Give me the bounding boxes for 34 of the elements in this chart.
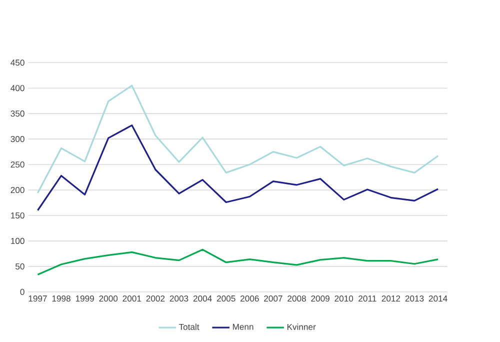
x-tick-label: 2000 [99, 295, 118, 302]
x-tick-label: 2007 [264, 295, 282, 302]
y-tick-label: 0 [20, 288, 24, 295]
x-tick-label: 2010 [334, 295, 354, 302]
x-tick-label: 2001 [122, 295, 142, 302]
x-tick-label: 2002 [146, 295, 165, 302]
x-tick-label: 1999 [76, 295, 94, 302]
x-tick-label: 2006 [240, 295, 259, 302]
y-tick-label: 150 [11, 212, 24, 218]
y-tick-label: 300 [10, 136, 24, 142]
x-tick-label: 2003 [170, 295, 188, 302]
x-tick-label: 2011 [358, 295, 376, 302]
y-tick-label: 50 [16, 263, 24, 270]
x-tick-label: 2005 [216, 295, 236, 302]
legend-label: Totalt [178, 323, 200, 330]
x-tick-label: 2004 [193, 295, 212, 302]
y-tick-label: 100 [11, 238, 24, 244]
x-tick-label: 2008 [288, 295, 306, 302]
legend-label: Menn [232, 324, 254, 330]
y-tick-label: 450 [10, 59, 24, 66]
x-tick-label: 2013 [405, 295, 424, 302]
x-tick-label: 2009 [311, 295, 330, 302]
y-tick-label: 350 [10, 110, 24, 116]
x-tick-label: 2012 [382, 295, 400, 302]
x-tick-label: 1998 [52, 295, 70, 302]
legend-label: Kvinner [287, 323, 316, 330]
line-series [36, 248, 439, 276]
y-tick-label: 250 [10, 161, 24, 168]
x-tick-label: 1997 [28, 295, 47, 302]
line-series [36, 124, 439, 211]
y-tick-label: 400 [10, 84, 24, 91]
line-series [36, 84, 439, 194]
x-tick-label: 2014 [428, 295, 448, 302]
y-tick-label: 200 [10, 186, 24, 193]
